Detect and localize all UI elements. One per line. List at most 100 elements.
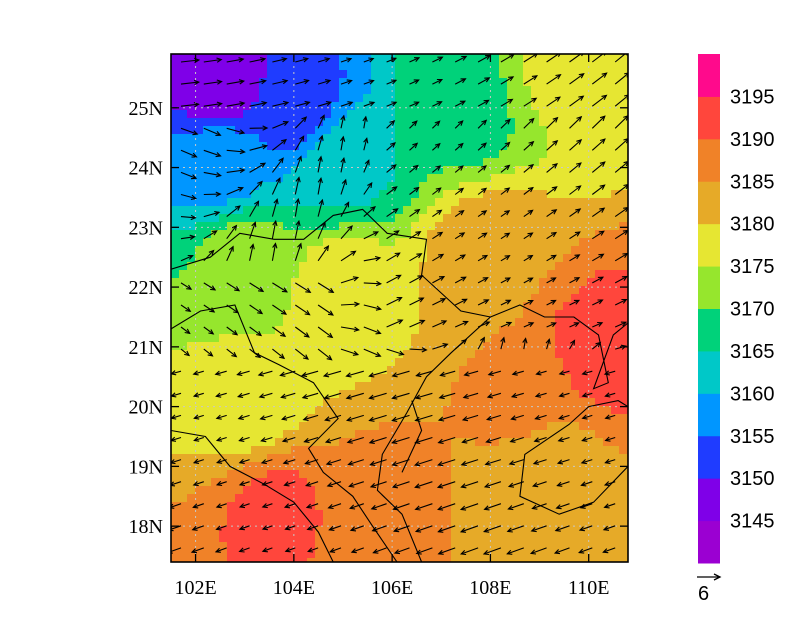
field-cell xyxy=(251,238,260,247)
field-cell xyxy=(355,294,364,303)
wind-vector xyxy=(271,177,281,195)
field-cell xyxy=(347,174,356,183)
field-cell xyxy=(467,430,476,439)
field-cell xyxy=(467,526,476,535)
wind-vector xyxy=(591,341,602,350)
field-cell xyxy=(563,94,572,103)
wind-vector xyxy=(454,187,465,195)
field-cell xyxy=(563,206,572,215)
field-cell xyxy=(603,78,612,87)
colorbar-segment xyxy=(698,478,720,522)
field-cell xyxy=(451,110,460,119)
field-cell xyxy=(283,390,292,399)
field-cell xyxy=(563,486,572,495)
field-cell xyxy=(315,158,324,167)
field-cell xyxy=(387,278,396,287)
field-cell xyxy=(203,118,212,127)
field-cell xyxy=(283,102,292,111)
field-cell xyxy=(603,430,612,439)
field-cell xyxy=(251,470,260,479)
field-cell xyxy=(411,470,420,479)
field-cell xyxy=(323,558,332,562)
field-cell xyxy=(547,462,556,471)
field-cell xyxy=(435,350,444,359)
field-cell xyxy=(195,494,204,503)
field-cell xyxy=(619,118,628,127)
field-cell xyxy=(403,110,412,119)
field-cell xyxy=(371,406,380,415)
field-cell xyxy=(291,326,300,335)
field-cell xyxy=(483,486,492,495)
field-cell xyxy=(475,502,484,511)
field-cell xyxy=(299,382,308,391)
field-cell xyxy=(187,142,196,151)
field-cell xyxy=(331,294,340,303)
field-cell xyxy=(371,342,380,351)
field-cell xyxy=(579,398,588,407)
field-cell xyxy=(371,294,380,303)
wind-vector xyxy=(190,547,204,554)
wind-vector xyxy=(477,277,489,284)
colorbar-segment xyxy=(698,520,720,564)
field-cell xyxy=(275,534,284,543)
field-cell xyxy=(419,454,428,463)
field-cell xyxy=(347,318,356,327)
field-cell xyxy=(571,406,580,415)
field-cell xyxy=(315,334,324,343)
field-cell xyxy=(515,78,524,87)
field-cell xyxy=(379,142,388,151)
field-cell xyxy=(235,270,244,279)
field-cell xyxy=(563,414,572,423)
field-cell xyxy=(339,222,348,231)
field-cell xyxy=(387,534,396,543)
field-cell xyxy=(491,470,500,479)
field-cell xyxy=(259,222,268,231)
field-cell xyxy=(475,486,484,495)
field-cell xyxy=(347,78,356,87)
field-cell xyxy=(363,174,372,183)
field-cell xyxy=(243,310,252,319)
field-cell xyxy=(187,318,196,327)
field-cell xyxy=(395,486,404,495)
wind-vector xyxy=(437,525,456,533)
field-cell xyxy=(179,494,188,503)
wind-vector xyxy=(226,101,246,107)
wind-vector xyxy=(529,547,547,555)
wind-vector xyxy=(226,79,246,85)
field-cell xyxy=(379,542,388,551)
wind-vector xyxy=(368,392,387,400)
field-cell xyxy=(523,454,532,463)
field-cell xyxy=(467,414,476,423)
field-cell xyxy=(515,198,524,207)
field-cell xyxy=(379,126,388,135)
field-cell xyxy=(259,86,268,95)
field-cell xyxy=(195,502,204,511)
field-cell xyxy=(347,214,356,223)
field-cell xyxy=(171,374,180,383)
field-cell xyxy=(259,230,268,239)
field-cell xyxy=(203,334,212,343)
field-cell xyxy=(555,294,564,303)
field-cell xyxy=(603,70,612,79)
field-cell xyxy=(611,382,620,391)
field-cell xyxy=(515,302,524,311)
field-cell xyxy=(427,182,436,191)
field-cell xyxy=(179,230,188,239)
field-cell xyxy=(331,182,340,191)
field-cell xyxy=(579,198,588,207)
wind-vector xyxy=(324,436,342,444)
wind-vector xyxy=(249,78,267,85)
field-cell xyxy=(595,54,604,63)
field-cell xyxy=(187,446,196,455)
field-cell xyxy=(539,126,548,135)
field-cell xyxy=(499,366,508,375)
field-cell xyxy=(595,142,604,151)
wind-vector xyxy=(409,57,421,63)
field-cell xyxy=(443,254,452,263)
field-cell xyxy=(259,214,268,223)
field-cell xyxy=(395,70,404,79)
field-cell xyxy=(555,350,564,359)
field-cell xyxy=(395,454,404,463)
field-cell xyxy=(195,142,204,151)
field-cell xyxy=(403,558,412,562)
